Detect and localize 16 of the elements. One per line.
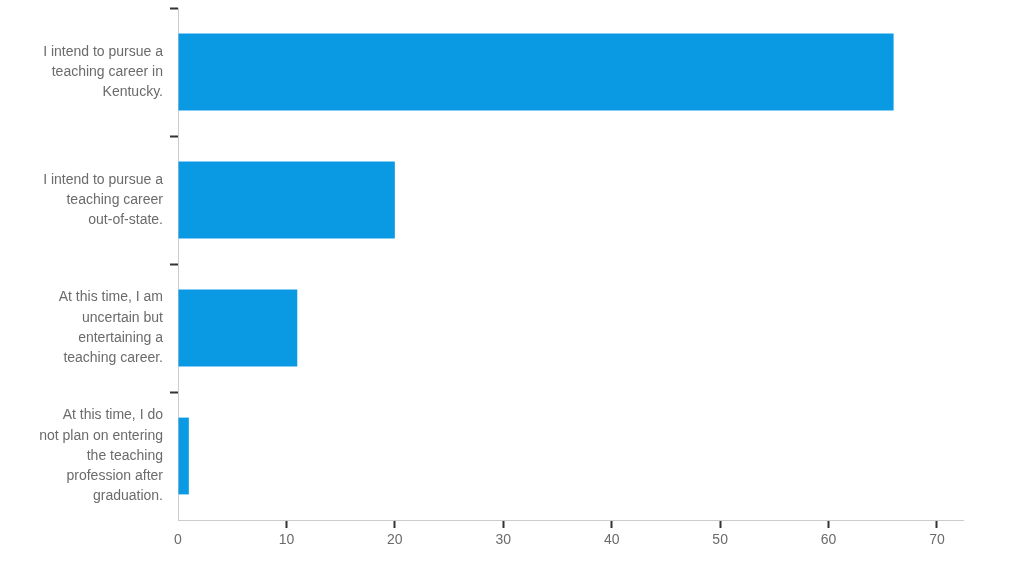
y-tick-label: I intend to pursue a teaching career out-of-state. [43,170,164,228]
bar [178,33,894,111]
bar [178,417,189,495]
x-tick-label: 50 [712,531,729,548]
x-tick-label: 60 [820,531,837,548]
y-tick-label: I intend to pursue a teaching career in Kentucky. [43,42,164,100]
x-tick-label: 70 [929,531,945,548]
y-tick-label: At this time, I am uncertain but entertaining a teaching career. [58,288,164,366]
bar [178,161,395,239]
x-tick-label: 30 [495,531,512,548]
x-tick-label: 20 [387,531,403,548]
x-tick-label: 0 [174,531,183,548]
y-tick-label: At this time, I do not plan on entering the teaching profession after graduation. [39,406,164,504]
x-tick-label: 40 [603,531,620,548]
bar [178,289,298,367]
x-tick-label: 10 [278,531,295,548]
